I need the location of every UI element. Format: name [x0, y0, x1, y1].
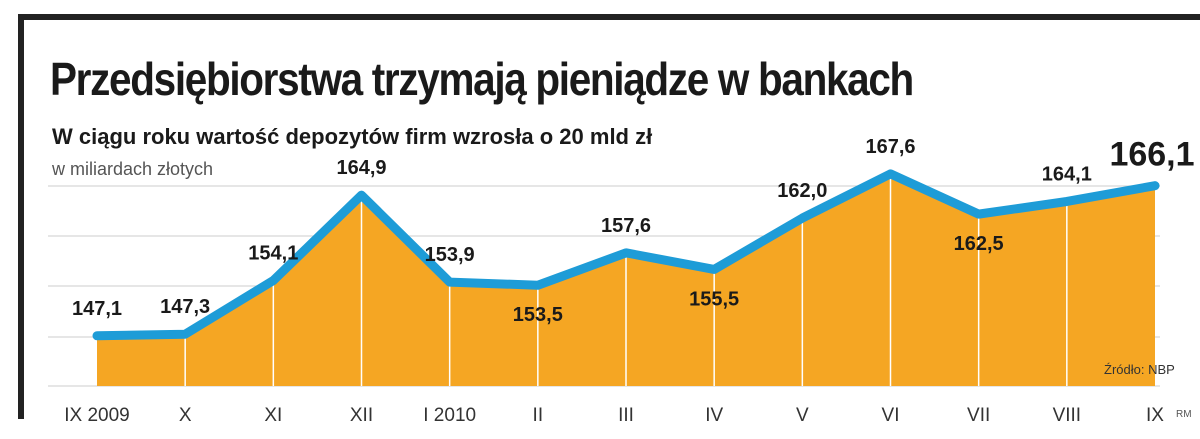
data-point-4 [448, 281, 451, 284]
frame-top-rule [18, 14, 1200, 20]
x-tick-label-1: X [179, 405, 192, 426]
x-tick-label-12: IX [1146, 405, 1164, 426]
x-tick-label-2: XI [264, 405, 282, 426]
value-label-8: 162,0 [777, 180, 827, 202]
x-tick-label-11: VIII [1053, 405, 1082, 426]
data-point-1 [184, 333, 187, 336]
x-tick-label-10: VII [967, 405, 990, 426]
x-tick-label-4: I 2010 [423, 405, 476, 426]
chart-title: Przedsiębiorstwa trzymają pieniądze w ba… [50, 53, 914, 105]
x-tick-label-7: IV [705, 405, 723, 426]
chart-subtitle: W ciągu roku wartość depozytów firm wzro… [52, 124, 653, 149]
value-label-3: 164,9 [336, 157, 386, 179]
value-label-6: 157,6 [601, 215, 651, 237]
series-line [92, 169, 1160, 341]
value-label-9: 167,6 [865, 136, 915, 158]
x-tick-label-3: XII [350, 405, 373, 426]
value-label-1: 147,3 [160, 296, 210, 318]
x-axis-labels: IX 2009 X XI XII I 2010 II III IV V VI VII VIII IX [64, 405, 1164, 426]
data-point-9 [889, 172, 892, 175]
source-note: Źródło: NBP [1104, 362, 1175, 377]
data-point-2 [272, 279, 275, 282]
author-initials: RM [1176, 409, 1192, 420]
value-label-5: 153,5 [513, 304, 563, 326]
x-tick-label-8: V [796, 405, 809, 426]
unit-label: w miliardach złotych [52, 159, 214, 179]
value-label-11: 164,1 [1042, 163, 1092, 185]
x-tick-label-0: IX 2009 [64, 405, 130, 426]
value-label-2: 154,1 [248, 242, 298, 264]
data-point-12 [1154, 184, 1156, 187]
data-labels: 147,1 147,3 154,1 164,9 153,9 153,5 157,6 155,5… [72, 136, 1195, 327]
data-point-10 [977, 213, 980, 216]
value-label-0: 147,1 [72, 298, 122, 320]
value-label-10: 162,5 [954, 233, 1004, 255]
data-point-11 [1065, 200, 1068, 203]
data-point-6 [625, 251, 627, 254]
value-label-4: 153,9 [425, 244, 475, 266]
data-point-7 [713, 268, 716, 271]
value-label-7: 155,5 [689, 288, 739, 310]
x-tick-label-5: II [533, 405, 544, 426]
frame-left-rule [18, 14, 24, 419]
data-point-3 [360, 194, 363, 197]
x-tick-label-6: III [618, 405, 634, 426]
x-tick-label-9: VI [882, 405, 900, 426]
month-dividers [184, 177, 1068, 386]
data-point-5 [536, 284, 539, 287]
data-point-8 [801, 217, 804, 220]
data-point-0 [96, 334, 98, 337]
value-label-12: 166,1 [1109, 136, 1194, 174]
